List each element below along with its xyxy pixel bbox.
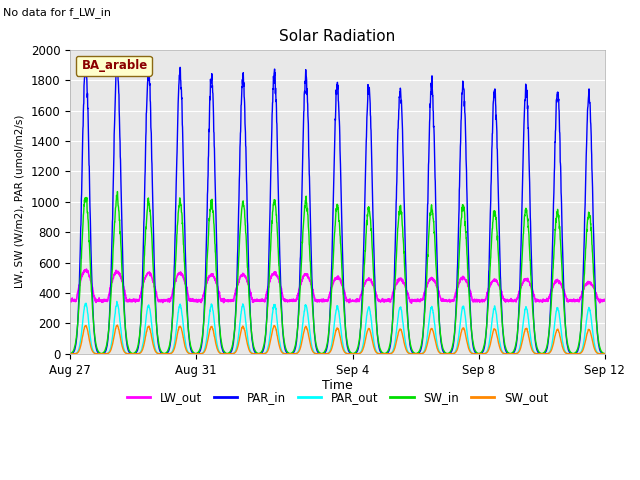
PAR_in — [113, 55, 121, 61]
PAR_out — [227, 351, 235, 357]
PAR_in — [227, 349, 235, 355]
Legend: LW_out, PAR_in, PAR_out, SW_in, SW_out: LW_out, PAR_in, PAR_out, SW_in, SW_out — [122, 386, 553, 408]
SW_in — [66, 350, 74, 356]
Line: PAR_in: PAR_in — [70, 58, 605, 354]
SW_out — [227, 351, 235, 357]
SW_in — [113, 189, 121, 194]
PAR_out — [108, 338, 116, 344]
SW_in — [227, 348, 235, 353]
PAR_in — [175, 89, 182, 95]
Y-axis label: LW, SW (W/m2), PAR (umol/m2/s): LW, SW (W/m2), PAR (umol/m2/s) — [15, 115, 25, 288]
SW_out — [113, 322, 121, 328]
PAR_out — [113, 299, 120, 304]
LW_out — [488, 279, 495, 285]
SW_in — [570, 351, 577, 357]
SW_out — [601, 351, 609, 357]
PAR_out — [488, 323, 495, 329]
PAR_in — [182, 257, 189, 263]
SW_in — [488, 240, 495, 246]
PAR_in — [488, 167, 495, 173]
LW_out — [601, 297, 609, 302]
LW_out — [227, 299, 235, 304]
SW_out — [108, 344, 116, 349]
Line: SW_out: SW_out — [70, 325, 605, 354]
PAR_out — [182, 341, 189, 347]
X-axis label: Time: Time — [322, 379, 353, 392]
Title: Solar Radiation: Solar Radiation — [279, 29, 396, 44]
Line: SW_in: SW_in — [70, 192, 605, 354]
LW_out — [108, 279, 116, 285]
PAR_in — [66, 351, 74, 357]
PAR_out — [601, 351, 609, 357]
SW_out — [182, 345, 189, 351]
LW_out — [182, 280, 189, 286]
SW_out — [175, 327, 182, 333]
Line: LW_out: LW_out — [70, 269, 605, 303]
LW_out — [83, 266, 90, 272]
LW_out — [360, 283, 368, 288]
SW_in — [108, 272, 116, 277]
LW_out — [408, 300, 415, 306]
SW_in — [182, 284, 189, 290]
SW_out — [66, 351, 74, 357]
SW_in — [360, 268, 368, 274]
PAR_in — [360, 228, 368, 234]
PAR_in — [601, 351, 609, 357]
SW_in — [601, 351, 609, 357]
LW_out — [66, 297, 74, 303]
PAR_out — [66, 351, 74, 357]
PAR_out — [175, 307, 182, 312]
PAR_in — [108, 238, 116, 243]
Line: PAR_out: PAR_out — [70, 301, 605, 354]
SW_in — [175, 207, 182, 213]
SW_out — [360, 343, 368, 348]
SW_out — [488, 336, 495, 342]
Text: No data for f_LW_in: No data for f_LW_in — [3, 7, 111, 18]
LW_out — [175, 272, 182, 277]
PAR_out — [360, 336, 368, 342]
